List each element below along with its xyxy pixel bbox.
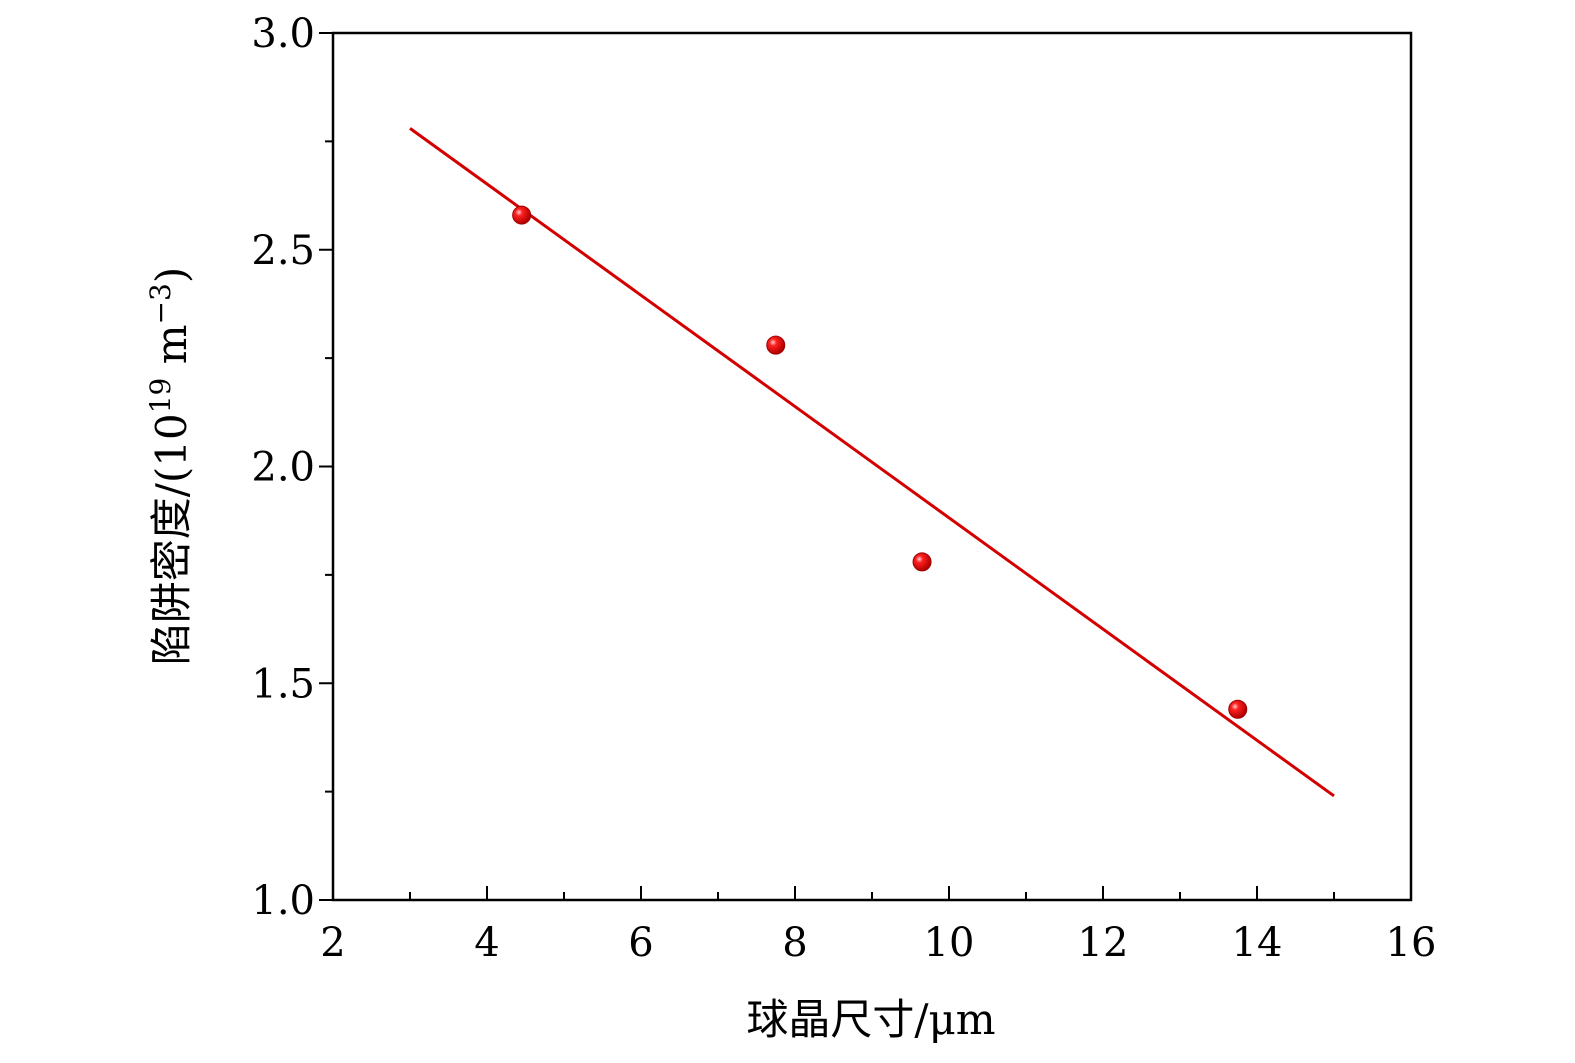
data-points xyxy=(512,205,1248,719)
y-tick-label: 2.5 xyxy=(251,228,315,274)
y-axis-label-main: 陷阱密度/(10 xyxy=(147,413,196,665)
x-axis-label: 球晶尺寸/μm xyxy=(746,995,995,1044)
fit-line xyxy=(409,127,1335,798)
y-tick-label: 1.0 xyxy=(251,878,315,924)
y-tick-label: 2.0 xyxy=(251,445,315,491)
y-axis-tick-labels: 1.0 1.5 2.0 2.5 3.0 xyxy=(251,11,315,924)
data-point xyxy=(512,205,532,225)
x-tick-label: 2 xyxy=(320,920,345,966)
x-tick-label: 10 xyxy=(924,920,975,966)
y-tick-label: 3.0 xyxy=(251,11,315,57)
x-tick-label: 16 xyxy=(1386,920,1437,966)
y-axis-ticks xyxy=(319,32,333,901)
data-point xyxy=(1228,699,1248,719)
x-axis-ticks xyxy=(332,886,1412,900)
y-axis-label-unit: m xyxy=(147,324,196,377)
x-axis-tick-labels: 2 4 6 8 10 12 14 16 xyxy=(320,920,1436,966)
x-tick-label: 12 xyxy=(1078,920,1129,966)
data-point xyxy=(766,335,786,355)
data-point xyxy=(912,552,932,572)
y-axis-label: 陷阱密度/(1019 m−3) xyxy=(144,267,196,665)
plot-frame xyxy=(331,31,1413,902)
x-tick-label: 6 xyxy=(628,920,653,966)
x-tick-label: 8 xyxy=(782,920,807,966)
y-axis-label-close: ) xyxy=(147,267,196,283)
y-tick-label: 1.5 xyxy=(251,661,315,707)
y-axis-label-exp: 19 xyxy=(144,378,177,414)
x-tick-label: 4 xyxy=(474,920,499,966)
x-tick-label: 14 xyxy=(1232,920,1283,966)
y-axis-label-unit-exp: −3 xyxy=(144,283,177,324)
